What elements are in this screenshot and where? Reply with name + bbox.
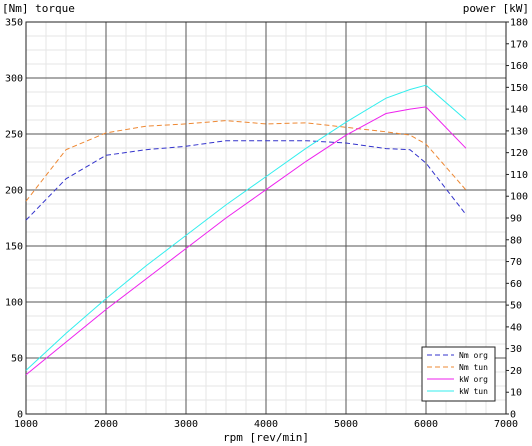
y-right-tick-label: 140 (510, 105, 528, 116)
legend: Nm org Nm tun kW org kW tun (421, 346, 496, 402)
y-right-tick-label: 40 (510, 322, 522, 333)
y-right-tick-label: 90 (510, 214, 522, 225)
y-left-tick-label: 50 (11, 354, 23, 365)
y-right-tick-label: 160 (510, 61, 528, 72)
series-line-kw-tun (25, 84, 467, 371)
y-right-tick-label: 50 (510, 301, 522, 312)
y-left-tick-label: 350 (5, 18, 23, 29)
legend-label: kW tun (459, 387, 488, 396)
legend-label: kW org (459, 375, 488, 384)
y-left-tick-label: 0 (17, 410, 23, 421)
x-tick-label: 7000 (494, 419, 518, 430)
legend-label: Nm tun (459, 363, 488, 372)
y-left-tick-label: 250 (5, 130, 23, 141)
y-right-tick-label: 10 (510, 388, 522, 399)
y-right-tick-label: 20 (510, 366, 522, 377)
y-right-tick-label: 30 (510, 344, 522, 355)
y-right-tick-label: 0 (510, 410, 516, 421)
x-tick-label: 6000 (414, 419, 438, 430)
x-axis-title: rpm [rev/min] (223, 431, 309, 444)
x-tick-label: 5000 (334, 419, 358, 430)
y-right-tick-label: 150 (510, 83, 528, 94)
series-line-nm-tun (25, 120, 467, 202)
y-right-tick-label: 130 (510, 126, 528, 137)
y-left-tick-label: 200 (5, 186, 23, 197)
y-left-tick-label: 300 (5, 74, 23, 85)
y-right-tick-label: 70 (510, 257, 522, 268)
y-right-tick-label: 110 (510, 170, 528, 181)
legend-box (421, 346, 496, 402)
y-right-tick-label: 100 (510, 192, 528, 203)
right-axis-title: power [kW] (463, 2, 529, 15)
y-right-tick-label: 180 (510, 18, 528, 29)
series-line-nm-org (25, 140, 467, 221)
x-tick-label: 4000 (254, 419, 278, 430)
y-left-tick-label: 100 (5, 298, 23, 309)
x-tick-label: 3000 (174, 419, 198, 430)
y-right-tick-label: 80 (510, 235, 522, 246)
y-right-tick-label: 120 (510, 148, 528, 159)
y-right-tick-label: 60 (510, 279, 522, 290)
x-tick-label: 1000 (14, 419, 38, 430)
left-axis-title: [Nm] torque (2, 2, 75, 15)
series-line-kw-org (25, 106, 467, 376)
x-tick-label: 2000 (94, 419, 118, 430)
y-left-tick-label: 150 (5, 242, 23, 253)
legend-label: Nm org (459, 351, 488, 360)
axis-ticks: 1000 2000 3000 4000 5000 6000 7000050100150200… (5, 18, 528, 431)
series (25, 84, 467, 376)
y-right-tick-label: 170 (510, 39, 528, 50)
